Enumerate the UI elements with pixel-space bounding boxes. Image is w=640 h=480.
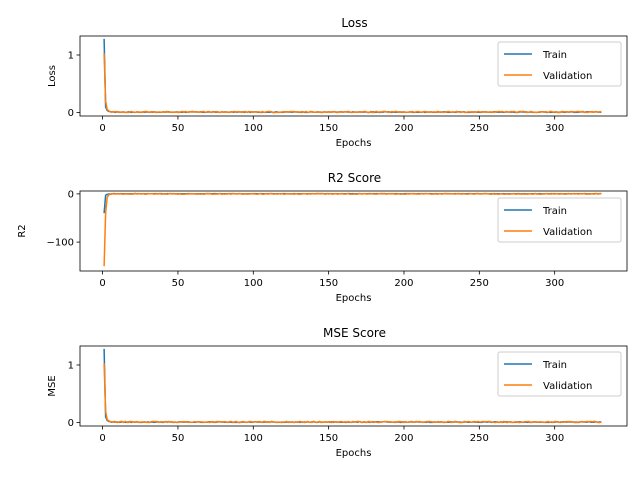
x-tick-label: 300 bbox=[545, 433, 564, 444]
chart-title: Loss bbox=[341, 16, 367, 30]
x-tick-label: 50 bbox=[172, 123, 185, 134]
x-tick-label: 150 bbox=[319, 433, 338, 444]
axes-frame bbox=[79, 190, 628, 272]
chart-title: MSE Score bbox=[323, 326, 386, 340]
y-axis-label: MSE bbox=[47, 375, 58, 396]
x-tick-label: 0 bbox=[99, 433, 105, 444]
x-tick-label: 250 bbox=[470, 278, 489, 289]
x-tick-label: 250 bbox=[470, 123, 489, 134]
x-tick-label: 100 bbox=[244, 123, 263, 134]
legend: Train Validation bbox=[497, 197, 622, 243]
y-tick-label: 0 bbox=[68, 418, 74, 429]
legend-label-train: Train bbox=[542, 360, 567, 371]
legend-label-validation: Validation bbox=[543, 381, 592, 392]
chart-panel-1: 0 50 100 150 200 250 300 −100 0 R2 Score Epochs R2 T… bbox=[17, 171, 628, 304]
y-tick-label: 0 bbox=[68, 108, 74, 119]
x-tick-label: 150 bbox=[319, 123, 338, 134]
x-tick-label: 100 bbox=[244, 433, 263, 444]
y-axis-label: R2 bbox=[17, 224, 28, 237]
x-axis-label: Epochs bbox=[336, 448, 372, 459]
x-axis-label: Epochs bbox=[336, 293, 372, 304]
x-tick-label: 0 bbox=[99, 123, 105, 134]
x-tick-label: 200 bbox=[394, 433, 413, 444]
y-tick-label: 1 bbox=[68, 360, 74, 371]
series-line-validation bbox=[103, 363, 602, 424]
x-tick-label: 200 bbox=[394, 123, 413, 134]
series-line-validation bbox=[103, 192, 602, 267]
legend: Train Validation bbox=[497, 41, 622, 87]
axes-frame bbox=[79, 345, 628, 427]
chart-title: R2 Score bbox=[328, 171, 381, 185]
chart-panel-0: 0 50 100 150 200 250 300 0 1 Loss Epochs Loss Train V… bbox=[47, 16, 628, 149]
series-line-validation bbox=[103, 53, 602, 114]
legend-label-train: Train bbox=[542, 206, 567, 217]
y-axis-label: Loss bbox=[47, 65, 58, 87]
x-tick-label: 0 bbox=[99, 278, 105, 289]
axes-frame bbox=[79, 35, 628, 117]
x-tick-label: 50 bbox=[172, 433, 185, 444]
y-tick-label: −100 bbox=[47, 238, 74, 249]
x-tick-label: 200 bbox=[394, 278, 413, 289]
x-tick-label: 300 bbox=[545, 278, 564, 289]
legend-label-validation: Validation bbox=[543, 227, 592, 238]
y-tick-label: 1 bbox=[68, 50, 74, 61]
legend-label-train: Train bbox=[542, 50, 567, 61]
x-axis-label: Epochs bbox=[336, 138, 372, 149]
x-tick-label: 300 bbox=[545, 123, 564, 134]
y-tick-label: 0 bbox=[68, 189, 74, 200]
chart-panel-2: 0 50 100 150 200 250 300 0 1 MSE Score Epochs MSE Tr… bbox=[47, 326, 628, 459]
x-tick-label: 100 bbox=[244, 278, 263, 289]
x-tick-label: 250 bbox=[470, 433, 489, 444]
x-tick-label: 150 bbox=[319, 278, 338, 289]
x-tick-label: 50 bbox=[172, 278, 185, 289]
legend: Train Validation bbox=[497, 351, 622, 397]
legend-label-validation: Validation bbox=[543, 71, 592, 82]
